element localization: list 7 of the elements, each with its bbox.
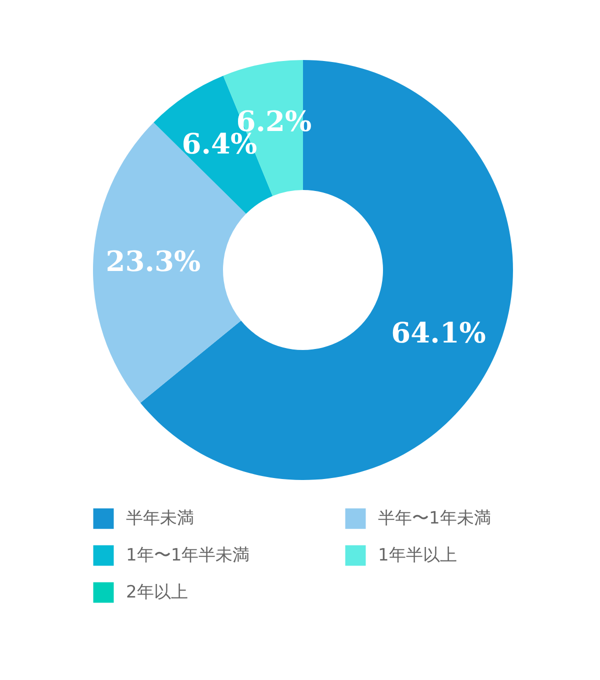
legend-label: 半年〜1年未満	[378, 508, 491, 529]
data-label: 64.1%	[391, 316, 486, 350]
legend-label: 半年未満	[126, 508, 194, 529]
legend-label: 1年半以上	[378, 546, 457, 566]
legend-label: 2年以上	[126, 582, 188, 602]
data-label: 23.3%	[106, 244, 201, 278]
legend-label: 1年〜1年半未満	[126, 546, 250, 566]
